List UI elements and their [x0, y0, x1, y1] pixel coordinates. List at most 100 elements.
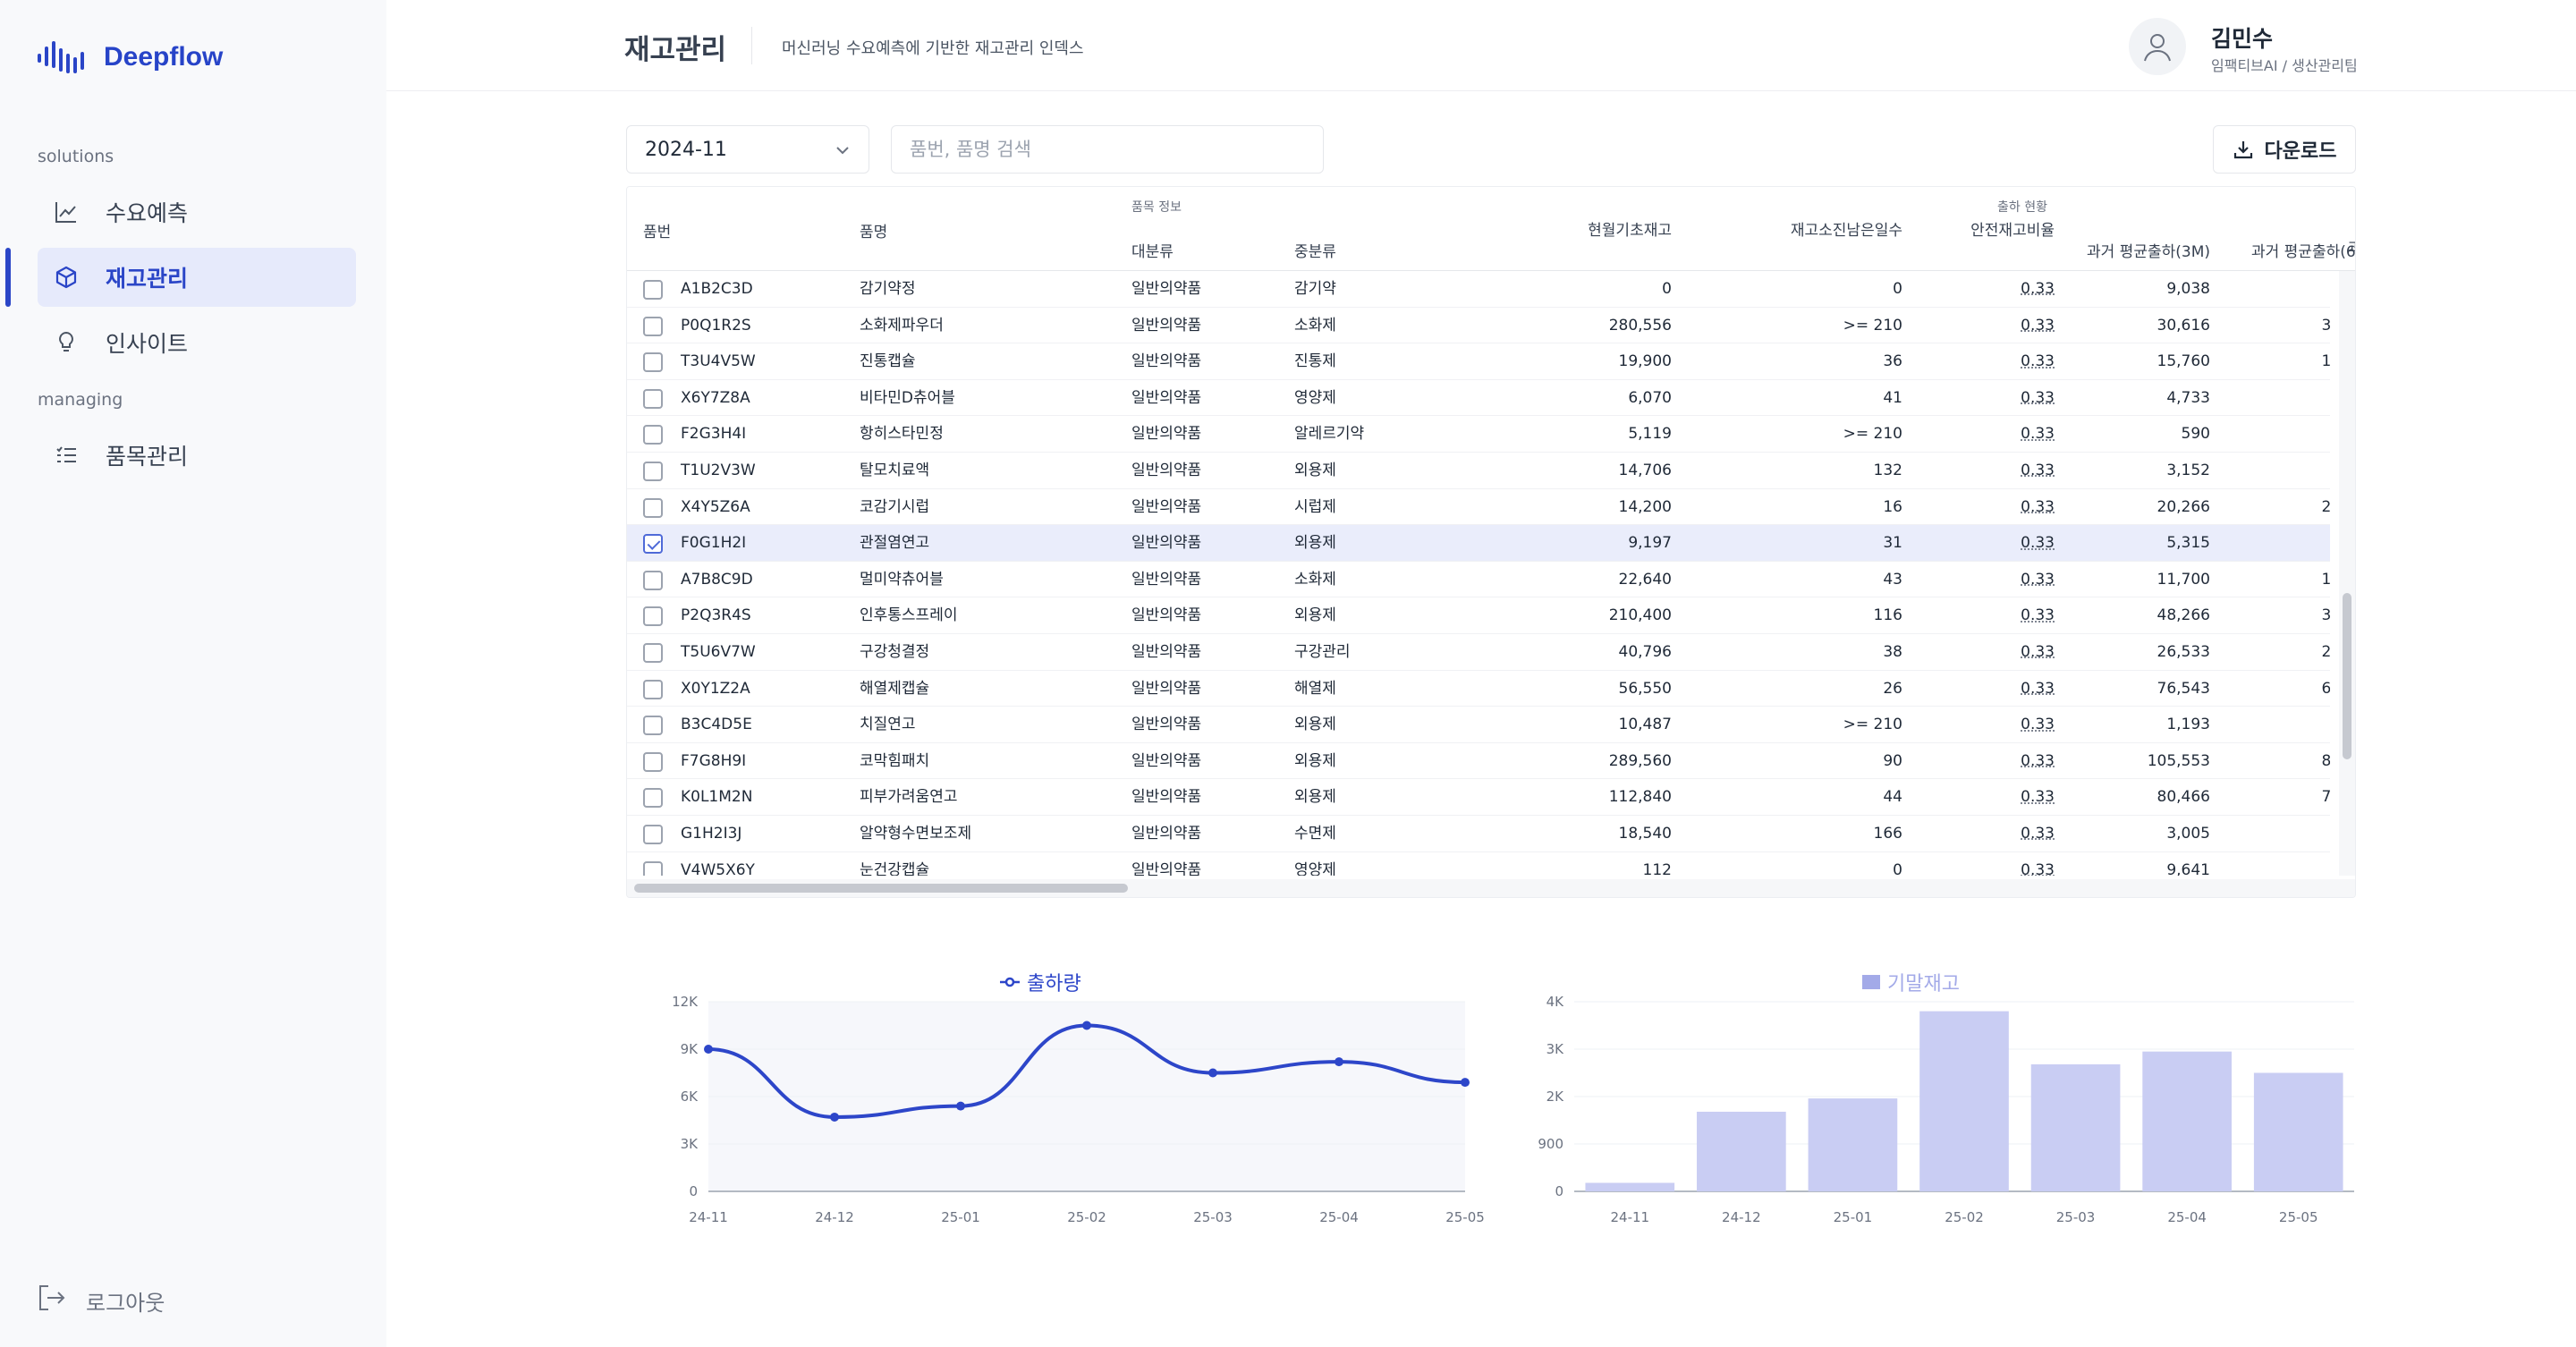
bar[interactable] — [2030, 1063, 2121, 1191]
table-row[interactable]: X6Y7Z8A 비타민D츄어블 일반의약품 영양제 6,070 41 0.33 4,7334,… — [627, 380, 2330, 417]
cell-code: T5U6V7W — [681, 643, 756, 661]
row-checkbox[interactable] — [643, 316, 663, 336]
horizontal-scrollbar[interactable] — [627, 879, 2355, 897]
data-point[interactable] — [704, 1045, 713, 1054]
data-point[interactable] — [956, 1101, 965, 1111]
table-row[interactable]: F0G1H2I 관절염연고 일반의약품 외용제 9,197 31 0.33 5,3155,35… — [627, 525, 2330, 562]
row-checkbox[interactable] — [643, 860, 663, 876]
vertical-scrollbar[interactable] — [2339, 271, 2355, 876]
cell-name: 감기약정 — [860, 280, 916, 298]
row-checkbox[interactable] — [643, 352, 663, 373]
row-checkbox[interactable] — [643, 716, 663, 736]
brand-logo[interactable]: Deepflow — [36, 38, 223, 77]
vertical-scroll-thumb[interactable] — [2343, 593, 2351, 759]
data-point[interactable] — [1208, 1068, 1217, 1078]
cell-base-stock: 210,400 — [1608, 606, 1672, 625]
brand-name: Deepflow — [104, 42, 224, 72]
table-row[interactable]: V4W5X6Y 눈건강캡슐 일반의약품 영양제 112 0 0.33 9,6417,674 — [627, 852, 2330, 876]
search-input[interactable] — [891, 125, 1324, 174]
row-checkbox[interactable] — [643, 643, 663, 663]
col-header-minor[interactable]: 중분류 — [1294, 243, 1336, 261]
cell-avg6m: 3,240 — [2214, 453, 2330, 488]
cell-minor: 외용제 — [1294, 716, 1336, 734]
table-row[interactable]: X0Y1Z2A 해열제캡슐 일반의약품 해열제 56,550 26 0.33 76,54365… — [627, 671, 2330, 707]
table-row[interactable]: F2G3H4I 항히스타민정 일반의약품 알레르기약 5,119 >= 210 0.33 59… — [627, 416, 2330, 453]
download-button[interactable]: 다운로드 — [2213, 125, 2356, 174]
avatar[interactable] — [2129, 18, 2186, 75]
row-checkbox[interactable] — [643, 788, 663, 809]
row-checkbox[interactable] — [643, 606, 663, 627]
row-checkbox[interactable] — [643, 388, 663, 409]
bar[interactable] — [2253, 1072, 2343, 1192]
cell-code: K0L1M2N — [681, 788, 753, 807]
chart-legend[interactable]: 출하량 — [998, 968, 1081, 996]
horizontal-scroll-thumb[interactable] — [634, 884, 1128, 893]
table-row[interactable]: T5U6V7W 구강청결정 일반의약품 구강관리 40,796 38 0.33 26,5332… — [627, 634, 2330, 671]
cell-avg6m: 7,674 — [2214, 852, 2330, 876]
cell-code: G1H2I3J — [681, 825, 742, 843]
table-row[interactable]: A7B8C9D 멀미약츄어블 일반의약품 소화제 22,640 43 0.33 11,7001… — [627, 562, 2330, 598]
data-point[interactable] — [830, 1112, 839, 1122]
lightbulb-icon — [52, 328, 80, 357]
chart-legend[interactable]: 기말재고 — [1862, 968, 1960, 996]
header-divider — [751, 27, 752, 64]
user-name: 김민수 — [2211, 26, 2274, 52]
row-checkbox[interactable] — [643, 280, 663, 300]
cell-avg3m: 11,700 — [2157, 570, 2210, 589]
cell-base-stock: 112,840 — [1608, 788, 1672, 807]
row-checkbox[interactable] — [643, 534, 663, 555]
bar[interactable] — [1585, 1182, 1675, 1191]
col-header-days-left[interactable]: 재고소진남은일수 — [1790, 222, 1902, 240]
cell-days-left: >= 210 — [1843, 425, 1902, 444]
bar[interactable] — [1697, 1111, 1786, 1191]
row-checkbox[interactable] — [643, 497, 663, 518]
col-header-code[interactable]: 품번 — [643, 224, 672, 241]
cell-base-stock: 5,119 — [1628, 425, 1672, 444]
row-checkbox[interactable] — [643, 425, 663, 445]
cell-safety-ratio: 0.33 — [2021, 606, 2055, 625]
table-row[interactable]: A1B2C3D 감기약정 일반의약품 감기약 0 0 0.33 9,0389,641 — [627, 271, 2330, 308]
col-header-avg3m[interactable]: 과거 평균출하(3M) — [2087, 243, 2210, 261]
line-chart-icon — [52, 198, 80, 226]
bar[interactable] — [1919, 1011, 2009, 1191]
col-header-avg6m[interactable]: 과거 평균출하(6M) — [2251, 243, 2356, 261]
table-row[interactable]: F7G8H9I 코막힘패치 일반의약품 외용제 289,560 90 0.33 105,553… — [627, 743, 2330, 780]
bar[interactable] — [2142, 1051, 2232, 1191]
cell-days-left: 36 — [1883, 352, 1902, 371]
row-checkbox[interactable] — [643, 825, 663, 844]
data-point[interactable] — [1082, 1021, 1091, 1030]
table-row[interactable]: T3U4V5W 진통캡슐 일반의약품 진통제 19,900 36 0.33 15,76016,… — [627, 343, 2330, 380]
bar[interactable] — [1808, 1098, 1898, 1191]
sidebar-item-demand-forecast[interactable]: 수요예측 — [38, 182, 356, 241]
table-row[interactable]: K0L1M2N 피부가려움연고 일반의약품 외용제 112,840 44 0.33 80,46… — [627, 779, 2330, 816]
x-tick-label: 25-05 — [2279, 1209, 2318, 1225]
row-checkbox[interactable] — [643, 751, 663, 772]
col-header-base-stock[interactable]: 현월기초재고 — [1588, 222, 1672, 240]
row-checkbox[interactable] — [643, 679, 663, 699]
sidebar-item-item-management[interactable]: 품목관리 — [38, 426, 356, 485]
logout-button[interactable]: 로그아웃 — [36, 1283, 165, 1318]
user-role: 임팩티브AI / 생산관리팀 — [2211, 57, 2358, 74]
sidebar-item-inventory[interactable]: 재고관리 — [38, 248, 356, 307]
cell-safety-ratio: 0.33 — [2021, 425, 2055, 444]
row-checkbox[interactable] — [643, 462, 663, 481]
data-point[interactable] — [1461, 1078, 1470, 1088]
cell-avg6m: 9,641 — [2214, 271, 2330, 307]
download-label: 다운로드 — [2264, 140, 2337, 163]
row-checkbox[interactable] — [643, 570, 663, 590]
table-row[interactable]: B3C4D5E 치질연고 일반의약품 외용제 10,487 >= 210 0.33 1,193… — [627, 707, 2330, 743]
table-row[interactable]: X4Y5Z6A 코감기시럽 일반의약품 시럽제 14,200 16 0.33 20,26625… — [627, 489, 2330, 526]
data-point[interactable] — [1335, 1057, 1343, 1067]
table-row[interactable]: P0Q1R2S 소화제파우더 일반의약품 소화제 280,556 >= 210 0.33 30… — [627, 308, 2330, 344]
table-row[interactable]: P2Q3R4S 인후통스프레이 일반의약품 외용제 210,400 116 0.33 48,2… — [627, 597, 2330, 634]
cell-days-left: 116 — [1873, 606, 1902, 625]
col-header-name[interactable]: 품명 — [860, 224, 888, 241]
table-row[interactable]: G1H2I3J 알약형수면보조제 일반의약품 수면제 18,540 166 0.33 3,00… — [627, 816, 2330, 852]
sidebar-item-insight[interactable]: 인사이트 — [38, 313, 356, 372]
y-tick-label: 900 — [1538, 1136, 1563, 1152]
col-header-safety-ratio[interactable]: 안전재고비율 — [1970, 222, 2055, 240]
cell-minor: 구강관리 — [1294, 643, 1351, 661]
col-header-major[interactable]: 대분류 — [1131, 243, 1174, 261]
table-row[interactable]: T1U2V3W 탈모치료액 일반의약품 외용제 14,706 132 0.33 3,1523,… — [627, 453, 2330, 489]
month-select[interactable]: 2024-11 — [626, 125, 869, 174]
